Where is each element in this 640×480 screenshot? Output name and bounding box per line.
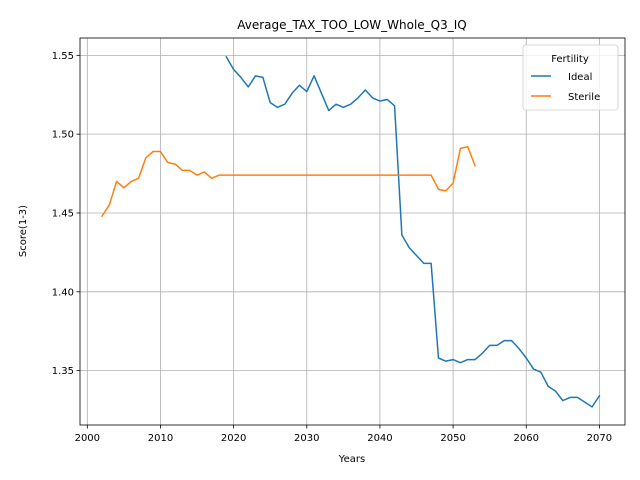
legend: Fertility Ideal Sterile (522, 44, 619, 111)
y-tick-label: 1.40 (52, 287, 74, 298)
series-lines (100, 55, 601, 408)
chart-title: Average_TAX_TOO_LOW_Whole_Q3_IQ (237, 18, 467, 32)
x-tick-label: 2010 (148, 433, 173, 444)
x-tick-label: 2060 (514, 433, 539, 444)
series-line-sterile (100, 146, 476, 218)
x-tick-label: 2040 (367, 433, 392, 444)
y-tick-label: 1.35 (52, 366, 74, 377)
x-tick-label: 2030 (294, 433, 319, 444)
x-axis-label: Years (338, 454, 365, 465)
x-tick-label: 2050 (440, 433, 465, 444)
x-axis-ticks: 2000 2010 2020 2030 2040 2050 2060 2070 (75, 425, 612, 444)
x-tick-label: 2000 (75, 433, 100, 444)
y-tick-label: 1.45 (52, 208, 74, 219)
legend-label-ideal: Ideal (568, 72, 592, 83)
y-axis-label: Score(1-3) (18, 205, 29, 257)
x-tick-label: 2020 (221, 433, 246, 444)
legend-title: Fertility (551, 54, 589, 65)
legend-box (522, 44, 619, 111)
y-tick-label: 1.50 (52, 130, 74, 141)
plot-frame (79, 37, 626, 426)
x-tick-label: 2070 (587, 433, 612, 444)
y-tick-label: 1.55 (52, 51, 74, 62)
series-line-ideal (225, 55, 601, 408)
y-axis-ticks: 1.35 1.40 1.45 1.50 1.55 (52, 51, 80, 377)
legend-label-sterile: Sterile (568, 92, 600, 103)
